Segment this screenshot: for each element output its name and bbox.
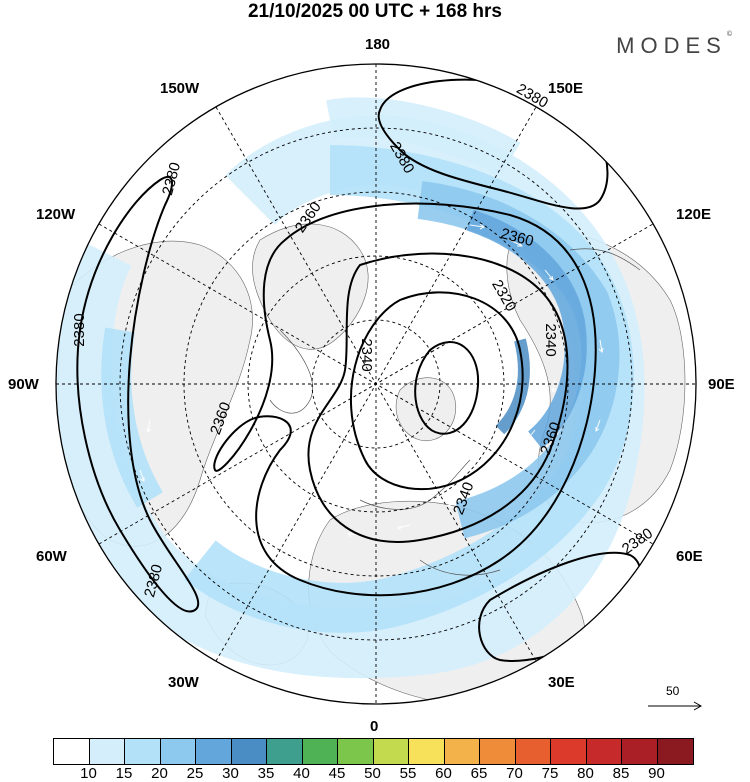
wind-vectors	[139, 223, 604, 538]
colorbar-tick-label: 75	[541, 765, 559, 782]
brand-text: MODES	[616, 33, 727, 58]
colorbar-tick-label: 10	[80, 765, 97, 782]
colorbar-swatch	[160, 739, 196, 764]
graticule	[56, 64, 696, 704]
longitude-label-150e: 150E	[548, 80, 584, 97]
colorbar-swatch	[54, 739, 90, 764]
colorbar-tick-label: 30	[222, 765, 239, 782]
colorbar-tick-label: 50	[364, 765, 381, 782]
reference-arrow-icon	[648, 701, 703, 711]
contour-label: 2380	[71, 313, 88, 346]
colorbar-swatch	[267, 739, 303, 764]
longitude-label-90w: 90W	[8, 376, 39, 393]
colorbar-swatch	[373, 739, 409, 764]
longitude-label-30w: 30W	[168, 674, 199, 691]
longitude-label-60e: 60E	[676, 548, 703, 565]
colorbar-tick-label: 40	[293, 765, 310, 782]
colorbar-swatch	[338, 739, 374, 764]
colorbar-tick-label: 35	[257, 765, 275, 782]
colorbar-swatch	[196, 739, 232, 764]
colorbar-tick-label: 45	[328, 765, 346, 782]
wind-speed-shading	[56, 97, 645, 679]
colorbar-swatch	[551, 739, 587, 764]
contour-label: 2340	[542, 323, 559, 356]
brand-mark: ©	[726, 31, 732, 38]
map-border	[55, 63, 697, 705]
colorbar-swatch	[231, 739, 267, 764]
brand-logo: MODES©	[616, 31, 732, 59]
colorbar-tick-label: 80	[577, 765, 594, 782]
colorbar-swatch	[622, 739, 658, 764]
colorbar-tick-label: 20	[151, 765, 168, 782]
longitude-label-150w: 150W	[160, 80, 200, 97]
longitude-label-120w: 120W	[36, 206, 76, 223]
colorbar-tick-label: 65	[470, 765, 488, 782]
longitude-label-30e: 30E	[548, 674, 575, 691]
colorbar-tick-label: 70	[506, 765, 523, 782]
colorbar-tick-label: 60	[435, 765, 452, 782]
longitude-label-60w: 60W	[36, 548, 67, 565]
longitude-label-180: 180	[365, 36, 391, 53]
colorbar-tick-label: 90	[648, 765, 665, 782]
colorbar-swatch	[480, 739, 516, 764]
colorbar-tick-label: 15	[115, 765, 133, 782]
colorbar-swatch	[515, 739, 551, 764]
contour-label: 2340	[358, 338, 375, 371]
colorbar-swatch	[125, 739, 161, 764]
colorbar	[53, 738, 694, 765]
colorbar-tick-label: 55	[399, 765, 417, 782]
colorbar-swatch	[302, 739, 338, 764]
map-title: 21/10/2025 00 UTC + 168 hrs	[247, 1, 503, 22]
colorbar-swatch	[409, 739, 445, 764]
colorbar-swatch	[89, 739, 125, 764]
longitude-label-90e: 90E	[708, 376, 735, 393]
colorbar-tick-label: 25	[186, 765, 204, 782]
colorbar-swatch	[657, 739, 693, 764]
longitude-label-120e: 120E	[676, 206, 712, 223]
colorbar-tick-label: 85	[612, 765, 630, 782]
longitude-label-0: 0	[370, 718, 379, 735]
reference-vector: 50	[648, 684, 708, 714]
colorbar-swatch	[444, 739, 480, 764]
reference-vector-value: 50	[666, 684, 680, 698]
colorbar-swatch	[586, 739, 622, 764]
